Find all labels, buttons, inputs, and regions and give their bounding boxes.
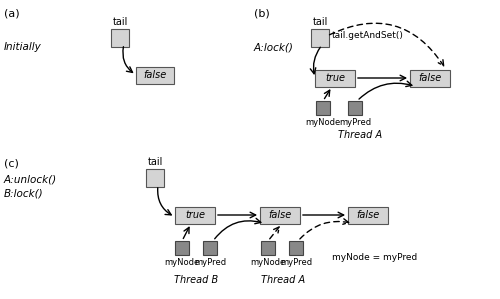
Text: myPred: myPred <box>194 258 226 267</box>
Bar <box>136 66 174 83</box>
Text: true: true <box>185 210 205 220</box>
Text: myNode: myNode <box>306 118 340 127</box>
Text: tail: tail <box>112 17 128 27</box>
Text: false: false <box>268 210 291 220</box>
Bar <box>260 207 300 223</box>
Text: false: false <box>356 210 380 220</box>
Text: A:unlock(): A:unlock() <box>4 175 57 185</box>
Text: false: false <box>144 70 167 80</box>
Text: (a): (a) <box>4 8 20 18</box>
Bar <box>111 29 129 47</box>
Text: A:lock(): A:lock() <box>254 42 294 52</box>
Bar <box>289 241 303 255</box>
Text: tail: tail <box>312 17 328 27</box>
Bar <box>316 101 330 115</box>
Bar <box>348 101 362 115</box>
Bar <box>315 69 355 86</box>
Bar <box>348 207 388 223</box>
Text: true: true <box>325 73 345 83</box>
Text: false: false <box>418 73 442 83</box>
Bar <box>175 207 215 223</box>
Bar <box>410 69 450 86</box>
Text: Thread A: Thread A <box>338 130 382 140</box>
Text: B:lock(): B:lock() <box>4 189 43 199</box>
Text: Thread A: Thread A <box>261 275 305 285</box>
Text: (b): (b) <box>254 8 270 18</box>
Text: Thread B: Thread B <box>174 275 218 285</box>
Text: tail: tail <box>148 157 162 167</box>
Text: myNode = myPred: myNode = myPred <box>332 253 418 262</box>
Text: myPred: myPred <box>339 118 371 127</box>
Bar <box>175 241 189 255</box>
Text: (c): (c) <box>4 158 19 168</box>
Bar <box>311 29 329 47</box>
Text: myPred: myPred <box>280 258 312 267</box>
Bar <box>203 241 217 255</box>
Text: tail.getAndSet(): tail.getAndSet() <box>332 30 404 39</box>
Bar <box>146 169 164 187</box>
Text: Initially: Initially <box>4 42 42 52</box>
Text: myNode: myNode <box>164 258 200 267</box>
Bar <box>261 241 275 255</box>
Text: myNode: myNode <box>250 258 286 267</box>
